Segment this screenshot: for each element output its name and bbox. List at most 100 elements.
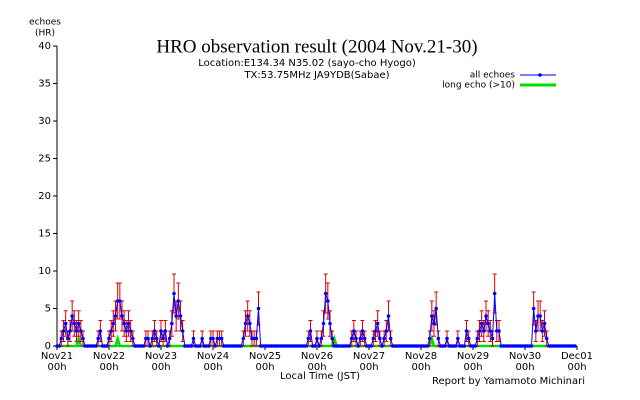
point — [540, 329, 545, 333]
point — [360, 329, 365, 333]
subtitle: TX:53.75MHz JA9YDB(Sabae) — [243, 70, 389, 81]
point — [94, 344, 98, 348]
point — [466, 336, 471, 341]
point — [198, 344, 202, 348]
point — [213, 344, 217, 348]
point — [122, 321, 126, 326]
point — [248, 321, 252, 326]
point — [488, 329, 493, 333]
legend-label: long echo (>10) — [442, 81, 515, 91]
x-tick-label: Nov28 00h — [404, 351, 438, 373]
point — [61, 329, 66, 333]
point — [382, 336, 386, 341]
point — [464, 329, 469, 333]
y-tick-label: 30 — [38, 116, 51, 127]
point — [436, 336, 441, 341]
point — [497, 329, 501, 333]
x-tick-label: Nov26 00h — [300, 351, 334, 373]
point — [109, 329, 113, 333]
point — [477, 329, 482, 333]
point — [317, 344, 321, 348]
point — [304, 344, 308, 348]
x-tick-label: Nov25 00h — [248, 351, 282, 373]
subtitle: Location:E134.34 N35.02 (sayo-cho Hyogo) — [198, 58, 416, 69]
point — [328, 321, 332, 326]
y-tick-label: 5 — [45, 304, 51, 315]
point — [157, 344, 161, 348]
point — [154, 336, 159, 341]
y-tick-label: 0 — [45, 341, 51, 352]
point — [313, 344, 317, 348]
point — [124, 329, 129, 333]
point — [479, 321, 484, 326]
point — [482, 329, 486, 333]
point — [362, 336, 367, 341]
chart-title: HRO observation result (2004 Nov.21-30) — [156, 36, 477, 57]
x-tick-label: Dec01 00h — [560, 351, 594, 373]
y-tick-label: 35 — [38, 79, 51, 90]
point — [172, 291, 176, 296]
point — [68, 329, 72, 333]
point — [432, 321, 436, 326]
y-tick-label: 20 — [38, 191, 51, 202]
point — [349, 336, 354, 341]
point — [70, 314, 74, 318]
point — [538, 314, 542, 318]
point — [254, 336, 259, 341]
point — [241, 336, 246, 341]
x-tick-label: Nov21 00h — [40, 351, 74, 373]
x-label: Local Time (JST) — [280, 371, 360, 382]
point — [534, 329, 538, 333]
point — [544, 336, 549, 341]
annotation: Report by Yamamoto Michinari — [432, 376, 585, 387]
point — [98, 329, 103, 333]
point — [107, 336, 111, 341]
legend-marker — [538, 73, 542, 77]
point — [81, 336, 85, 341]
point — [388, 336, 393, 341]
point — [57, 344, 61, 348]
x-tick-label: Nov27 00h — [352, 351, 386, 373]
point — [456, 336, 460, 341]
point — [174, 314, 178, 318]
point — [211, 336, 215, 341]
point — [492, 291, 497, 296]
point — [189, 344, 194, 348]
point — [161, 336, 165, 341]
y-tick-label: 25 — [38, 154, 51, 165]
point — [131, 336, 135, 341]
y-tick-label: 40 — [38, 41, 51, 52]
point — [352, 329, 356, 333]
point — [330, 336, 334, 341]
point — [347, 344, 352, 348]
point — [434, 306, 438, 311]
point — [200, 336, 204, 341]
point — [191, 336, 196, 341]
point — [531, 306, 536, 311]
y-label: (HR) — [35, 29, 55, 39]
point — [113, 314, 118, 318]
point — [484, 314, 488, 318]
point — [326, 299, 330, 303]
point — [475, 336, 480, 341]
point — [159, 329, 163, 333]
point — [219, 336, 224, 341]
point — [373, 329, 378, 333]
point — [152, 329, 157, 333]
point — [118, 299, 122, 303]
point — [72, 321, 77, 326]
point — [453, 344, 458, 348]
point — [167, 336, 172, 341]
point — [378, 336, 382, 341]
point — [445, 336, 449, 341]
point — [111, 321, 116, 326]
point — [486, 321, 490, 326]
x-tick-label: Nov30 00h — [508, 351, 542, 373]
point — [180, 329, 185, 333]
point — [427, 336, 432, 341]
point — [473, 344, 477, 348]
point — [105, 344, 109, 348]
point — [176, 299, 181, 303]
